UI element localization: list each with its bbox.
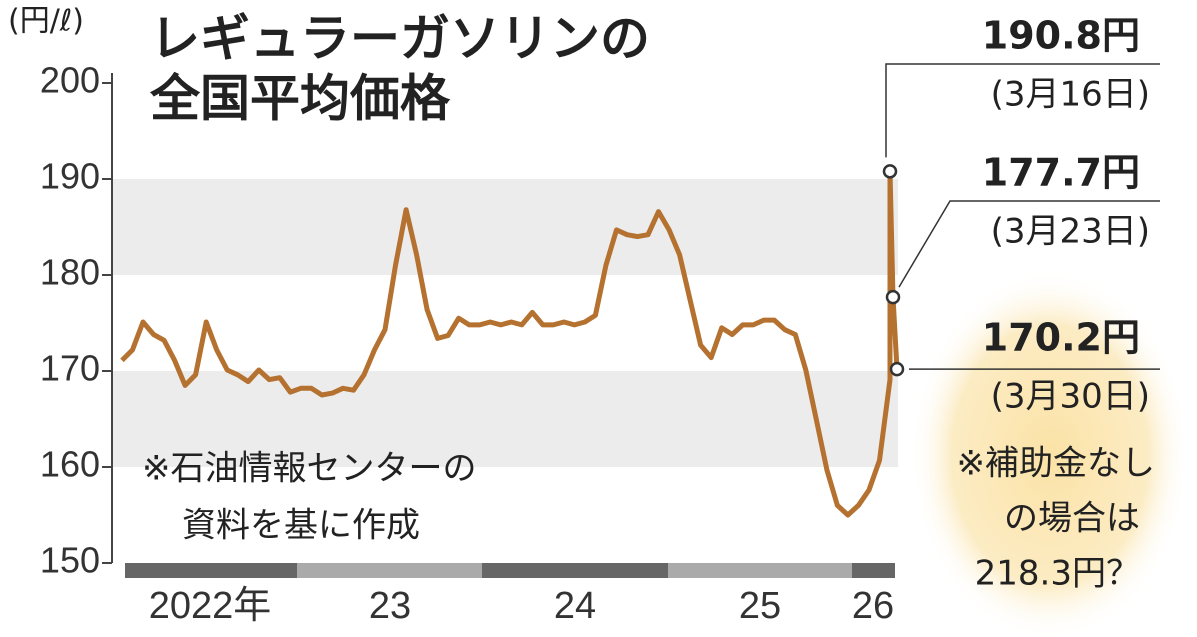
callout-date: (3月30日) [991,377,1150,417]
callout-value: 190.8円 [982,14,1140,58]
x-tick-label: 25 [739,585,781,627]
year-segment [482,563,668,578]
year-segment [852,563,895,578]
y-tick-label: 190 [40,156,100,197]
x-tick-label: 24 [554,585,596,627]
chart-title: レギュラーガソリンの [150,10,650,68]
band [112,179,898,275]
year-segment [125,563,297,578]
note: 資料を基に作成 [182,506,420,546]
note: 218.3円？ [975,554,1140,594]
y-tick-label: 150 [40,540,100,581]
note: ※補助金なし [957,444,1156,484]
point [882,164,898,179]
x-tick-label: 2022年 [149,585,272,627]
y-tick-label: 180 [40,252,100,293]
x-tick-label: 26 [852,585,894,627]
callout-value: 177.7円 [982,151,1140,195]
chart-title: 全国平均価格 [149,70,451,128]
y-tick-label: 200 [40,60,100,101]
callout-value: 170.2円 [982,316,1140,360]
note: の場合は [1004,499,1140,539]
y-tick-label: 170 [40,348,100,389]
line [120,168,900,518]
x-tick-label: 23 [369,585,411,627]
band [112,371,898,467]
point [889,361,905,377]
highlight [910,270,1190,637]
leader-line [885,63,1160,158]
unit-label: (円/ℓ) [8,4,84,39]
callout-date: (3月23日) [991,212,1150,252]
note: ※石油情報センターの [142,449,477,489]
year-segment [297,563,482,578]
y-tick-label: 160 [40,444,100,485]
callout-date: (3月16日) [991,75,1150,115]
year-segment [668,563,852,578]
point [885,289,901,305]
leader-line [898,200,1160,288]
